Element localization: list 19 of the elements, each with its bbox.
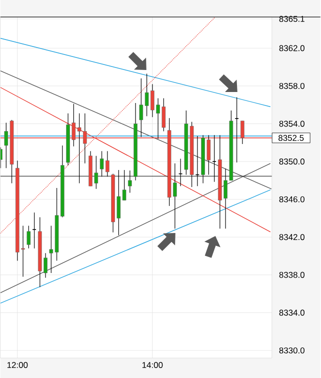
candlestick <box>26 225 31 249</box>
y-tick-label: 8334.0 <box>279 310 305 316</box>
candlestick <box>128 170 132 193</box>
candlestick <box>32 212 37 249</box>
y-tick-label: 8350.0 <box>279 158 305 165</box>
y-tick-label: 8342.0 <box>279 234 305 240</box>
candlestick <box>240 120 244 144</box>
x-tick-label: 14:00 <box>142 362 163 368</box>
y-tick-label: 8330.0 <box>279 347 305 354</box>
y-tick-label: 8338.0 <box>279 272 305 278</box>
candlestick <box>234 96 240 163</box>
y-tick-label: 8365.1 <box>279 16 304 22</box>
y-tick-label: 8354.0 <box>279 120 305 127</box>
y-tick-label: 8346.0 <box>279 196 305 202</box>
ref-line-label: 8352.5 <box>278 134 304 141</box>
candlestick <box>212 134 217 182</box>
x-tick-label: 12:00 <box>8 362 28 368</box>
y-tick-label: 8358.0 <box>279 82 305 89</box>
y-tick-label: 8362.0 <box>279 45 305 52</box>
